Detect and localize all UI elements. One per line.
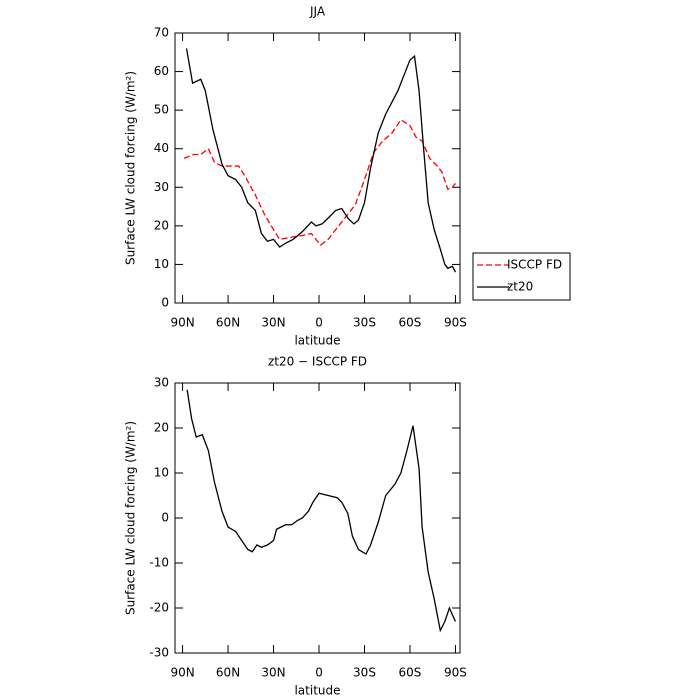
y-tick-label: 20 <box>154 421 169 435</box>
x-tick-label: 30N <box>261 666 285 680</box>
y-tick-label: 0 <box>161 511 169 525</box>
y-tick-label: 50 <box>154 103 169 117</box>
plot-frame <box>174 382 461 654</box>
y-tick-label: -10 <box>149 556 169 570</box>
y-axis-label: Surface LW cloud forcing (W/m²) <box>124 421 138 615</box>
x-tick-label: 60S <box>399 316 422 330</box>
x-tick-label: 60S <box>399 666 422 680</box>
x-tick-label: 0 <box>315 666 323 680</box>
chart-title: JJA <box>309 5 326 19</box>
x-tick-label: 0 <box>315 316 323 330</box>
y-tick-label: 30 <box>154 180 169 194</box>
y-tick-label: -30 <box>149 646 169 660</box>
x-axis-label: latitude <box>294 334 340 348</box>
legend-label: ISCCP FD <box>507 258 562 272</box>
legend-box <box>472 252 571 301</box>
x-tick-label: 90N <box>170 316 194 330</box>
x-tick-label: 60N <box>216 666 240 680</box>
y-tick-label: 20 <box>154 218 169 232</box>
x-tick-label: 30N <box>261 316 285 330</box>
x-axis-label: latitude <box>294 684 340 698</box>
y-tick-label: 30 <box>154 376 169 390</box>
y-tick-label: 10 <box>154 257 169 271</box>
plot-frame <box>174 32 461 304</box>
x-tick-label: 30S <box>353 316 376 330</box>
y-tick-label: 10 <box>154 466 169 480</box>
y-tick-label: 70 <box>154 26 169 40</box>
y-tick-label: 40 <box>154 141 169 155</box>
data-line <box>186 389 457 633</box>
chart-title: zt20 − ISCCP FD <box>268 355 367 369</box>
x-tick-label: 90N <box>170 666 194 680</box>
x-tick-label: 60N <box>216 316 240 330</box>
x-tick-label: 30S <box>353 666 376 680</box>
y-tick-label: -20 <box>149 601 169 615</box>
legend-label: zt20 <box>507 280 533 294</box>
y-tick-label: 60 <box>154 64 169 78</box>
y-axis-label: Surface LW cloud forcing (W/m²) <box>124 71 138 265</box>
x-tick-label: 90S <box>444 316 467 330</box>
y-tick-label: 0 <box>161 296 169 310</box>
data-line <box>183 118 456 247</box>
data-line <box>185 48 457 273</box>
x-tick-label: 90S <box>444 666 467 680</box>
